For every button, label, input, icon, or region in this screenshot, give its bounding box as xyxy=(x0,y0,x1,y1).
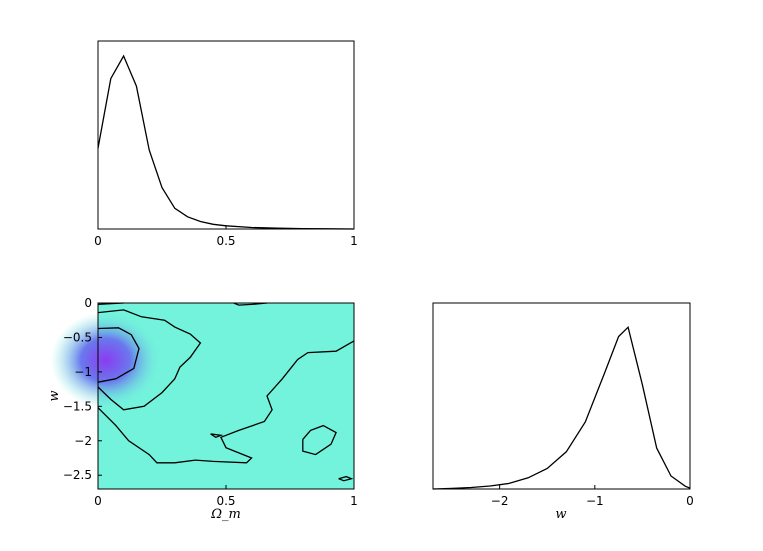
x-axis-label: w xyxy=(555,507,566,522)
contour-line xyxy=(338,475,354,482)
plot-frame xyxy=(432,302,691,490)
p3-x-tick-label: −1 xyxy=(586,494,604,508)
panel-omega-marginal: 0 0.5 1 xyxy=(94,40,358,248)
density-peak xyxy=(50,312,161,409)
p1-x-tick-label: 0 xyxy=(94,234,102,248)
plot-frame xyxy=(97,40,355,230)
density-line xyxy=(97,54,355,230)
p2-x-tick-label: 0.5 xyxy=(216,494,235,508)
x-axis-label: Ω_m xyxy=(210,507,241,522)
contour-lines xyxy=(97,302,355,482)
axis-ticks: 0 0.5 1 0 −0.5 −1 −1.5 −2 −2.5 xyxy=(63,296,358,508)
p2-y-tick-label: −1 xyxy=(74,365,92,379)
p3-x-tick-label: −2 xyxy=(491,494,509,508)
contour-line xyxy=(210,433,224,439)
y-axis-label: w xyxy=(47,390,62,401)
p2-y-tick-label: −2 xyxy=(74,434,92,448)
contour-line xyxy=(97,327,140,383)
contour-line xyxy=(302,424,337,456)
contour-line xyxy=(97,340,355,464)
p1-x-tick-label: 1 xyxy=(350,234,358,248)
p2-y-tick-label: 0 xyxy=(84,296,92,310)
p2-y-tick-label: −0.5 xyxy=(63,330,92,344)
p3-x-tick-label: 0 xyxy=(686,494,694,508)
p2-x-tick-label: 0 xyxy=(94,494,102,508)
p2-y-tick-label: −2.5 xyxy=(63,468,92,482)
panel-joint-contour: 0 0.5 1 0 −0.5 −1 −1.5 −2 −2.5 Ω_m w xyxy=(47,296,358,522)
contour-line xyxy=(97,309,202,411)
p2-y-tick-label: −1.5 xyxy=(63,399,92,413)
p1-x-tick-label: 0.5 xyxy=(216,234,235,248)
panel-w-marginal: −2 −1 0 w xyxy=(432,302,694,522)
p2-x-tick-label: 1 xyxy=(350,494,358,508)
density-line xyxy=(432,325,691,490)
x-ticks: −2 −1 0 xyxy=(491,485,694,508)
contour-line xyxy=(233,302,268,306)
